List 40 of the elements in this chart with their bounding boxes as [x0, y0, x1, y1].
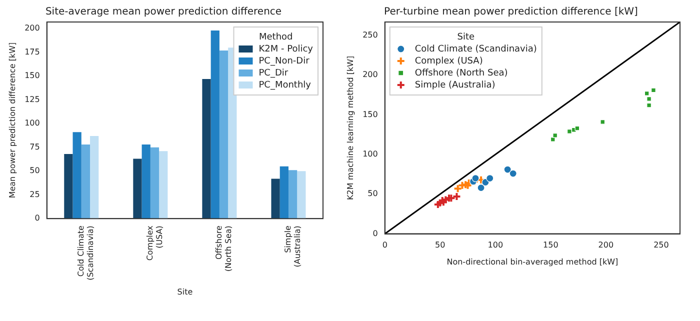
y-tick-label: 50 [368, 189, 378, 198]
y-axis-title: K2M machine learning method [kW] [346, 56, 355, 200]
legend-title: Method [258, 32, 293, 42]
legend-label: PC_Monthly [258, 80, 312, 90]
y-tick-label: 50 [30, 166, 40, 176]
x-tick-label: 0 [382, 240, 388, 250]
x-axis-title: Non-directional bin-averaged method [kW] [446, 257, 618, 266]
y-axis-title: Mean power prediction difference [kW] [8, 42, 17, 198]
y-tick-label: 75 [30, 142, 40, 152]
x-axis-title: Site [177, 287, 193, 296]
y-tick-label: 250 [362, 30, 378, 40]
x-tick-label: 200 [598, 240, 614, 250]
x-tick-label: Offshore (North Sea) [214, 226, 234, 272]
y-tick-label: 150 [362, 110, 378, 119]
y-tick-label: 200 [24, 24, 40, 33]
chart-title: Per-turbine mean power prediction difference [kW] [384, 6, 638, 18]
legend-label: Cold Climate (Scandinavia) [414, 44, 537, 54]
x-tick-label: 100 [488, 240, 504, 250]
chart-title: Site-average mean power prediction difference [45, 6, 282, 18]
x-tick-label: 50 [435, 240, 446, 250]
legend-label: PC_Dir [258, 68, 288, 78]
y-tick-label: 100 [24, 118, 40, 128]
y-tick-label: 125 [24, 94, 40, 104]
x-tick-label: 250 [654, 240, 669, 250]
y-tick-label: 200 [362, 70, 378, 80]
legend-title: Site [457, 32, 475, 42]
legend-label: K2M - Policy [258, 44, 314, 54]
legend-label: Simple (Australia) [414, 80, 496, 90]
y-tick-label: 25 [30, 190, 40, 199]
legend-label: PC_Non-Dir [258, 56, 310, 66]
x-tick-label: Simple (Australia) [284, 226, 302, 268]
legend-label: Complex (USA) [414, 56, 483, 66]
legend-label: Offshore (North Sea) [414, 68, 508, 78]
y-tick-label: 100 [362, 150, 378, 159]
y-tick-label: 150 [24, 71, 40, 80]
y-tick-label: 175 [24, 47, 40, 56]
y-tick-label: 0 [34, 214, 40, 223]
x-tick-label: Complex (USA) [145, 225, 164, 261]
x-tick-label: 150 [543, 240, 558, 250]
x-tick-label: Cold Climate (Scandinavia) [76, 226, 96, 280]
